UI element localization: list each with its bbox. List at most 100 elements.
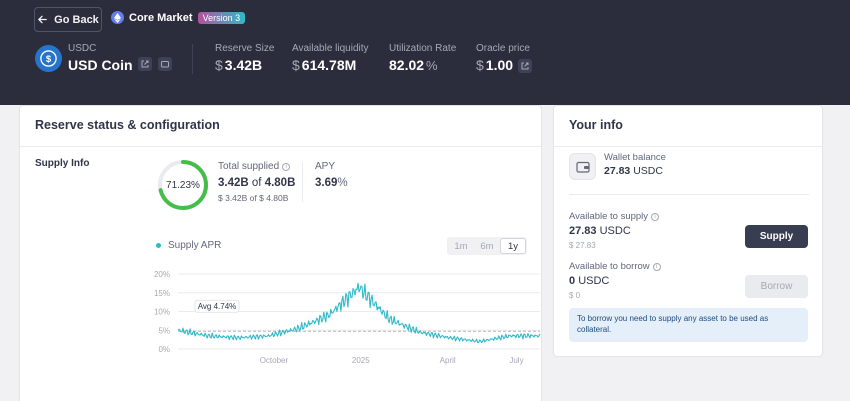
supply-apr-line [177,282,541,344]
stat-prefix: $ [215,57,223,73]
borrow-unit: USDC [578,275,610,287]
card-title: Reserve status & configuration [35,118,220,132]
average-label-box [194,299,240,313]
available-to-borrow-label: Available to borrow i [569,261,661,272]
wallet-icon [161,61,169,68]
available-to-supply-label: Available to supply i [569,211,660,222]
stat-label: Available liquidity [292,43,369,54]
oracle-link-button[interactable] [518,59,533,73]
x-tick-label: April [440,356,456,365]
x-tick-label: July [509,356,523,365]
apy-value: 3.69% [315,177,348,189]
total-supplied-amount: 3.42B [218,177,249,189]
wallet-balance-value: 27.83 USDC [604,165,663,177]
y-tick-label: 0% [158,345,170,354]
info-icon[interactable]: i [652,262,661,271]
available-to-borrow-usd: $ 0 [569,291,581,300]
stat-value: 3.42B [224,57,263,73]
external-link-icon [141,60,149,68]
usdc-icon: $ [35,45,62,72]
go-back-button[interactable]: Go Back [34,7,102,32]
stat-utilization-rate: Utilization Rate 82.02% [389,43,456,73]
available-to-supply-text: Available to supply [569,211,649,222]
header-divider [192,44,193,74]
available-to-borrow-text: Available to borrow [569,261,650,272]
x-tick-label: 2025 [352,356,370,365]
legend-label: Supply APR [168,240,222,251]
y-tick-label: 20% [154,270,170,279]
supply-button[interactable]: Supply [745,225,808,248]
add-to-wallet-button[interactable] [158,57,172,71]
external-link-icon [521,62,529,70]
asset-symbol: USDC [68,43,97,54]
range-1m-button[interactable]: 1m [454,240,468,252]
info-icon[interactable]: i [651,212,660,221]
wallet-unit: USDC [633,165,663,177]
average-label: Avg 4.74% [198,302,237,311]
range-toggle-group: 1m 6m 1y [447,237,527,255]
go-back-label: Go Back [54,13,99,26]
total-supplied-usd: $ 3.42B of $ 4.80B [218,193,289,203]
apy-percent-sign: % [337,177,348,189]
total-supplied-of: of [251,177,262,189]
card-divider [20,146,541,147]
arrow-left-icon [38,15,47,24]
total-supplied-label: Total supplied i [218,161,291,172]
ethereum-icon [111,11,124,24]
card-divider [554,146,822,147]
external-link-button[interactable] [138,57,152,71]
supply-apr-chart: 0% 5% 10% 15% 20% Avg 4.74% October 2025 April Ju… [154,270,541,365]
supply-unit: USDC [599,225,631,237]
header-band [0,0,850,105]
asset-name: USD Coin [68,57,133,73]
apy-number: 3.69 [315,177,338,189]
borrow-amount: 0 [569,275,576,287]
utilization-percent: 71.23% [166,179,200,191]
y-tick-label: 15% [154,289,170,298]
y-tick-label: 10% [154,308,170,317]
wallet-icon [569,153,596,180]
stat-value: 82.02 [389,57,425,73]
stat-value: 614.78M [301,57,357,73]
stat-available-liquidity: Available liquidity $614.78M [292,43,369,73]
available-to-supply-value: 27.83 USDC [569,225,631,237]
total-supplied-label-text: Total supplied [218,161,280,172]
available-to-borrow-value: 0 USDC [569,275,609,287]
apy-label: APY [315,161,336,172]
stat-reserve-size: Reserve Size $3.42B [215,43,274,73]
stat-divider [302,162,303,202]
supply-amount: 27.83 [569,225,597,237]
utilization-ring [158,160,208,210]
wallet-amount: 27.83 [604,165,631,177]
stat-oracle-price: Oracle price $1.00 [476,43,533,73]
stat-label: Utilization Rate [389,43,457,54]
svg-text:$: $ [46,54,52,65]
your-info-card: Your info Wallet balance 27.83 USDC Avai… [553,105,823,357]
stat-label: Oracle price [476,43,530,54]
range-6m-button[interactable]: 6m [480,240,494,252]
version-badge: Version 3 [197,11,246,24]
market-name: Core Market [129,11,193,24]
y-tick-label: 5% [158,326,170,335]
stat-prefix: $ [476,57,484,73]
stat-suffix: % [426,58,438,73]
total-supplied-value: 3.42B of 4.80B [218,177,295,189]
reserve-status-card: Reserve status & configuration Supply In… [19,105,542,401]
stat-label: Reserve Size [215,43,275,54]
info-icon[interactable]: i [282,162,291,171]
legend-dot [156,243,161,248]
total-supplied-cap: 4.80B [264,177,296,189]
supply-info-label: Supply Info [35,158,90,169]
chart-legend: Supply APR [156,240,221,251]
card-divider [569,194,809,195]
utilization-arc [158,160,208,210]
borrow-collateral-note: To borrow you need to supply any asset t… [569,308,808,342]
range-1y-button[interactable]: 1y [500,238,526,254]
x-tick-label: October [260,356,289,365]
available-to-supply-usd: $ 27.83 [569,241,596,250]
market-selector[interactable]: Core Market Version 3 [111,11,246,24]
stat-prefix: $ [292,57,300,73]
card-title: Your info [569,118,623,132]
stat-value: 1.00 [485,57,514,73]
borrow-button[interactable]: Borrow [745,275,808,298]
